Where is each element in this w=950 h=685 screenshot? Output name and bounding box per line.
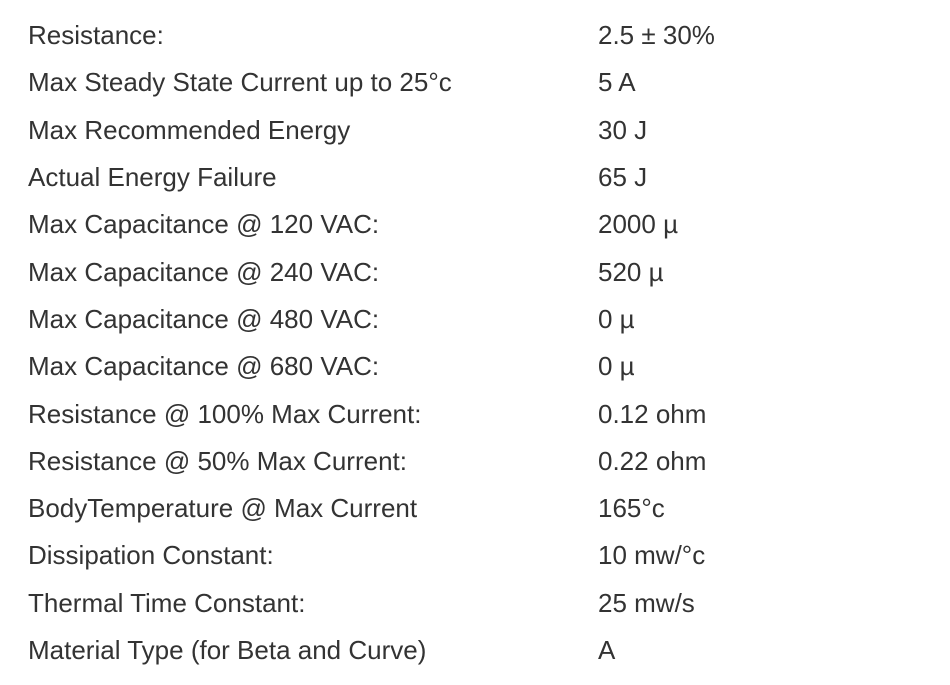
spec-row: Max Capacitance @ 120 VAC: 2000 µ — [28, 201, 950, 248]
spec-label: Dissipation Constant: — [28, 532, 598, 579]
spec-label: Max Capacitance @ 480 VAC: — [28, 296, 598, 343]
spec-row: Max Recommended Energy 30 J — [28, 107, 950, 154]
spec-label: Max Capacitance @ 680 VAC: — [28, 343, 598, 390]
spec-list: Resistance: 2.5 ± 30% Max Steady State C… — [0, 0, 950, 674]
spec-row: Resistance @ 50% Max Current: 0.22 ohm — [28, 438, 950, 485]
spec-label: Resistance @ 50% Max Current: — [28, 438, 598, 485]
spec-label: Max Steady State Current up to 25°c — [28, 59, 598, 106]
spec-row: Max Capacitance @ 240 VAC: 520 µ — [28, 249, 950, 296]
spec-value: 0.12 ohm — [598, 391, 950, 438]
spec-row: Resistance @ 100% Max Current: 0.12 ohm — [28, 391, 950, 438]
spec-label: Max Recommended Energy — [28, 107, 598, 154]
spec-row: Max Capacitance @ 680 VAC: 0 µ — [28, 343, 950, 390]
spec-value: 30 J — [598, 107, 950, 154]
spec-label: Actual Energy Failure — [28, 154, 598, 201]
spec-value: 0.22 ohm — [598, 438, 950, 485]
spec-row: Resistance: 2.5 ± 30% — [28, 12, 950, 59]
spec-row: Max Steady State Current up to 25°c 5 A — [28, 59, 950, 106]
spec-row: Actual Energy Failure 65 J — [28, 154, 950, 201]
spec-label: Resistance: — [28, 12, 598, 59]
spec-row: Dissipation Constant: 10 mw/°c — [28, 532, 950, 579]
spec-row: BodyTemperature @ Max Current 165°c — [28, 485, 950, 532]
spec-value: 2000 µ — [598, 201, 950, 248]
spec-row: Material Type (for Beta and Curve) A — [28, 627, 950, 674]
spec-row: Thermal Time Constant: 25 mw/s — [28, 580, 950, 627]
spec-label: Thermal Time Constant: — [28, 580, 598, 627]
spec-label: Resistance @ 100% Max Current: — [28, 391, 598, 438]
spec-value: 165°c — [598, 485, 950, 532]
spec-label: Max Capacitance @ 120 VAC: — [28, 201, 598, 248]
spec-value: A — [598, 627, 950, 674]
spec-value: 520 µ — [598, 249, 950, 296]
spec-label: Material Type (for Beta and Curve) — [28, 627, 598, 674]
spec-value: 10 mw/°c — [598, 532, 950, 579]
spec-value: 2.5 ± 30% — [598, 12, 950, 59]
spec-value: 25 mw/s — [598, 580, 950, 627]
spec-value: 0 µ — [598, 343, 950, 390]
spec-value: 65 J — [598, 154, 950, 201]
spec-label: Max Capacitance @ 240 VAC: — [28, 249, 598, 296]
spec-label: BodyTemperature @ Max Current — [28, 485, 598, 532]
spec-value: 5 A — [598, 59, 950, 106]
spec-value: 0 µ — [598, 296, 950, 343]
spec-row: Max Capacitance @ 480 VAC: 0 µ — [28, 296, 950, 343]
